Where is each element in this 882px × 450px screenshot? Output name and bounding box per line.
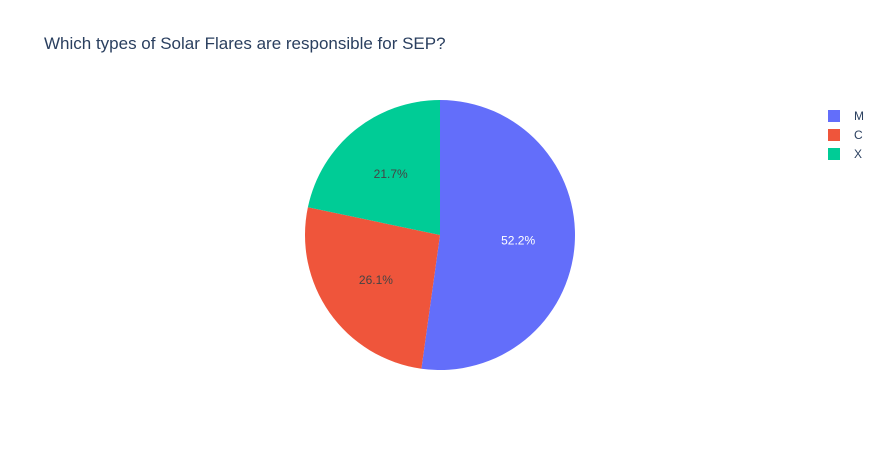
- pie-slice-c[interactable]: [305, 207, 440, 369]
- legend-item-x[interactable]: X: [828, 144, 864, 163]
- legend-swatch-c: [828, 128, 840, 141]
- pie-slice-m[interactable]: [421, 100, 575, 370]
- chart-title: Which types of Solar Flares are responsi…: [44, 34, 446, 53]
- slice-label-x: 21.7%: [374, 167, 408, 181]
- legend: M C X: [828, 106, 864, 163]
- legend-swatch-m: [828, 109, 840, 122]
- legend-item-m[interactable]: M: [828, 106, 864, 125]
- slice-label-c: 26.1%: [359, 273, 393, 287]
- pie-slice-x[interactable]: [307, 100, 440, 235]
- legend-item-c[interactable]: C: [828, 125, 864, 144]
- legend-label-m: M: [854, 108, 864, 123]
- legend-swatch-x: [828, 147, 840, 160]
- legend-label-x: X: [854, 146, 863, 161]
- legend-label-c: C: [854, 127, 863, 142]
- slice-label-m: 52.2%: [501, 233, 535, 247]
